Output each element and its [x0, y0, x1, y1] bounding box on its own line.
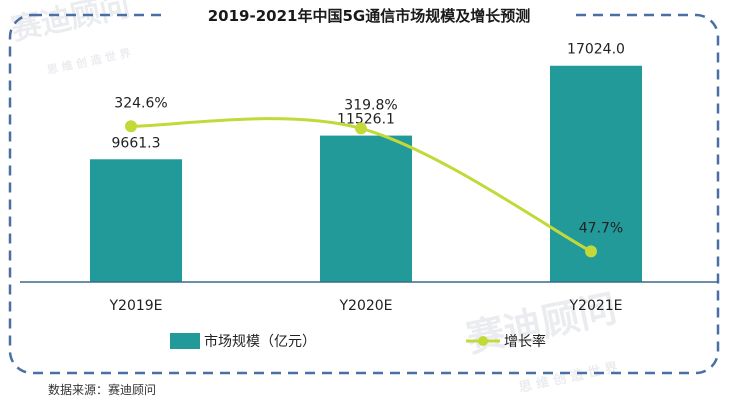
bar-Y2019E	[90, 159, 182, 282]
growth-rate-label: 324.6%	[114, 95, 167, 111]
watermark-brand: 赛迪顾问	[8, 0, 133, 48]
growth-rate-point	[355, 122, 367, 135]
bar-value-label: 17024.0	[567, 42, 625, 58]
plot-area: 9661.3 11526.1 17024.0 Y2019E Y2020E Y2021E 32…	[20, 42, 718, 314]
watermark-slogan: 思 维 创 造 世 界	[46, 46, 132, 77]
legend-label-line: 增长率	[504, 333, 546, 350]
legend-label-bar: 市场规模（亿元）	[204, 333, 316, 350]
legend-swatch-bar	[170, 333, 200, 349]
growth-rate-label: 319.8%	[344, 97, 397, 113]
legend-swatch-marker	[478, 336, 488, 346]
x-tick-label: Y2020E	[338, 298, 392, 314]
chart-title: 2019-2021年中国5G通信市场规模及增长预测	[208, 7, 530, 25]
growth-rate-point	[125, 120, 137, 133]
bar-value-label: 11526.1	[337, 112, 395, 128]
title-backdrop	[168, 3, 570, 29]
bar-Y2021E	[550, 65, 642, 282]
watermark-top-left: 赛迪顾问 思 维 创 造 世 界	[8, 0, 133, 77]
x-tick-label: Y2021E	[568, 298, 622, 314]
growth-rate-point	[585, 245, 597, 258]
legend: 市场规模（亿元） 增长率	[170, 333, 546, 350]
growth-rate-label: 47.7%	[579, 220, 623, 236]
x-tick-label: Y2019E	[108, 298, 162, 314]
source-note: 数据来源：赛迪顾问	[48, 382, 156, 397]
watermark-slogan: 思 维 创 造 世 界	[518, 359, 620, 396]
bar-Y2020E	[320, 135, 412, 282]
bar-value-label: 9661.3	[112, 135, 161, 151]
